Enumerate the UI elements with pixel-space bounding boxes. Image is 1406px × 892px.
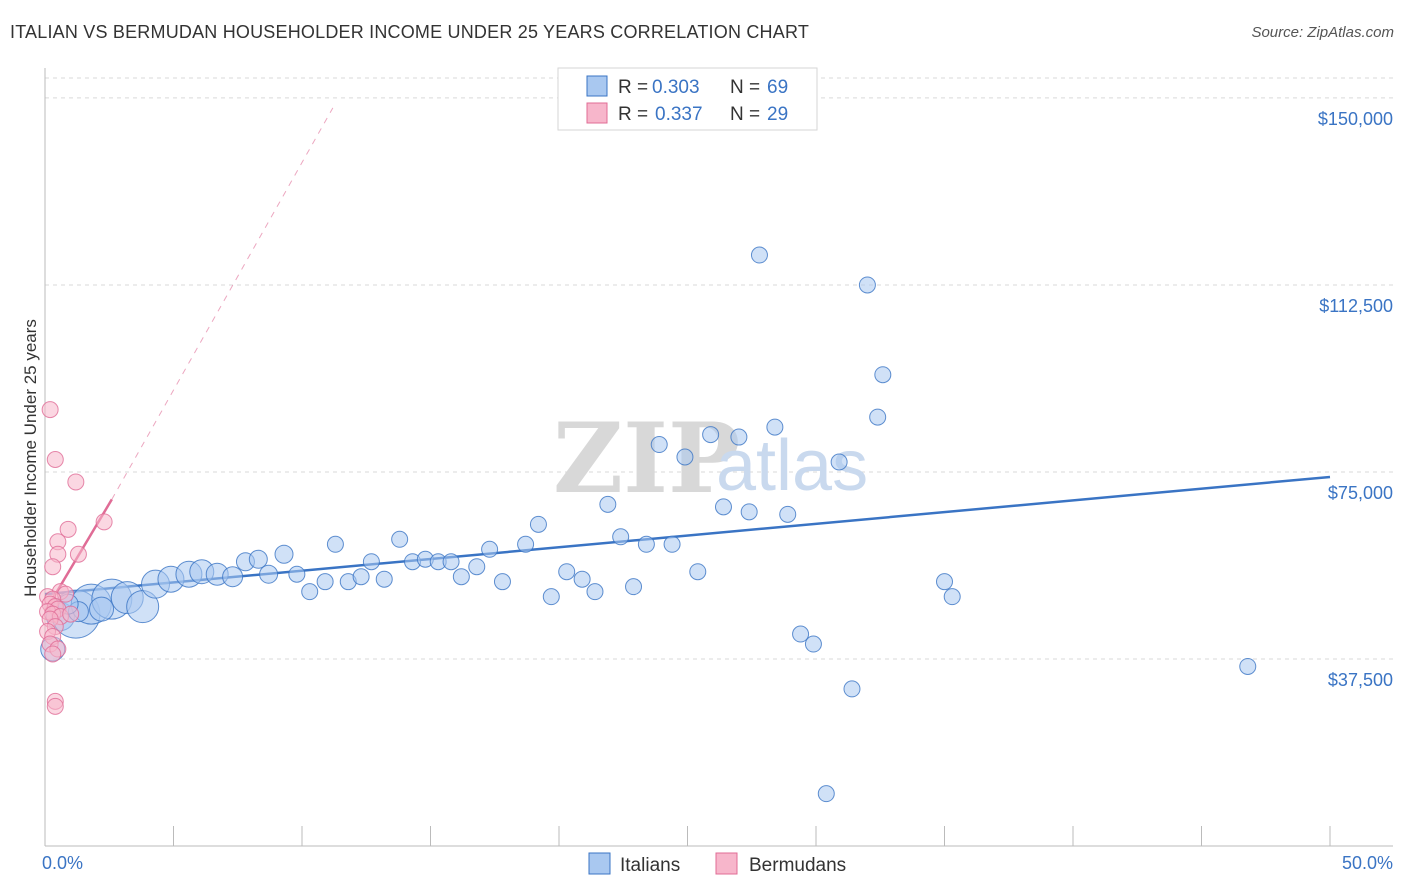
bermudans-point — [46, 697, 64, 715]
watermark-zip: ZIP — [553, 402, 740, 515]
y-axis-title: Householder Income Under 25 years — [21, 319, 40, 597]
bottom-legend: Italians Bermudans — [588, 852, 846, 876]
bermudans-point — [62, 605, 80, 623]
italians-point — [89, 596, 115, 622]
bottom-legend-italians: Italians — [620, 855, 680, 876]
italians-point — [689, 563, 707, 581]
source-label: Source: ZipAtlas.com — [1251, 24, 1394, 41]
legend-r-label-2: R = — [618, 104, 648, 125]
italians-point — [452, 568, 470, 586]
italians-point — [612, 528, 630, 546]
y-tick-label: $150,000 — [1318, 109, 1393, 129]
italians-point — [792, 625, 810, 643]
axes — [44, 68, 1393, 847]
italians-point — [779, 505, 797, 523]
italians-point — [558, 563, 576, 581]
italians-point — [637, 535, 655, 553]
italians-point — [650, 436, 668, 454]
y-tick-label: $112,500 — [1319, 296, 1393, 316]
italians-point — [288, 565, 306, 583]
legend-n-value-2: 29 — [767, 104, 788, 125]
bermudans-point — [69, 545, 87, 563]
y-tick-label: $37,500 — [1328, 670, 1393, 690]
italians-point — [936, 573, 953, 591]
italians-point — [542, 588, 560, 606]
italians-point — [676, 448, 694, 466]
bottom-legend-swatch-italians — [588, 852, 611, 875]
scatter-points — [39, 246, 1257, 803]
bermudans-point — [67, 473, 85, 491]
italians-point — [442, 553, 460, 571]
x-tick-label-max: 50.0% — [1342, 853, 1393, 873]
bermudans-point — [59, 520, 77, 538]
chart-title: ITALIAN VS BERMUDAN HOUSEHOLDER INCOME U… — [10, 22, 810, 42]
italians-point — [804, 635, 822, 653]
italians-point — [274, 544, 294, 564]
italians-point — [586, 583, 604, 601]
italians-point — [316, 573, 334, 591]
italians-point — [843, 680, 861, 698]
italians-point — [869, 408, 887, 426]
italians-point — [493, 573, 511, 591]
italians-point — [702, 426, 720, 444]
italians-point — [740, 503, 758, 521]
x-tick-label-min: 0.0% — [42, 853, 83, 873]
italians-point — [766, 418, 784, 436]
italians-point — [529, 515, 547, 533]
legend-swatch-bermudans — [586, 102, 608, 124]
italians-point — [362, 553, 380, 571]
legend-r-label-1: R = — [618, 77, 648, 98]
grid-lines — [45, 77, 1393, 660]
legend: R = 0.303 N = 69 R = 0.337 N = 29 — [557, 67, 818, 131]
italians-point — [599, 495, 617, 513]
italians-point — [943, 588, 961, 606]
legend-r-value-2: 0.337 — [655, 104, 703, 125]
legend-r-value-1: 0.303 — [652, 77, 700, 98]
italians-point — [301, 583, 319, 601]
italians-point — [573, 570, 591, 588]
bottom-legend-swatch-bermudans — [715, 852, 738, 875]
italians-point — [663, 535, 681, 553]
legend-swatch-italians — [586, 75, 608, 97]
italians-point — [817, 785, 835, 803]
italians-point — [222, 566, 244, 588]
watermark: ZIP atlas — [553, 402, 868, 515]
bermudans-point — [46, 451, 64, 468]
legend-n-label-1: N = — [730, 77, 760, 98]
bermudans-trend-extension — [111, 107, 334, 500]
y-tick-label: $75,000 — [1328, 483, 1393, 503]
bermudans-point — [44, 645, 62, 663]
italians-point — [326, 535, 344, 553]
italians-point — [375, 570, 393, 588]
legend-n-label-2: N = — [730, 104, 760, 125]
italians-point — [259, 564, 279, 584]
italians-point — [517, 535, 535, 553]
italians-point — [714, 498, 732, 516]
y-tick-labels: $37,500 $75,000 $112,500 $150,000 — [1318, 109, 1393, 690]
bermudans-point — [41, 401, 59, 419]
italians-point — [730, 428, 748, 446]
italians-point — [352, 568, 370, 586]
legend-n-value-1: 69 — [767, 77, 788, 98]
trend-lines — [43, 107, 1331, 613]
italians-point — [750, 246, 768, 264]
x-tick-labels: 0.0% 50.0% — [42, 853, 1393, 873]
italians-point — [625, 578, 643, 596]
italians-point — [391, 530, 409, 548]
italians-point — [248, 549, 268, 569]
italians-point — [830, 453, 848, 471]
italians-point — [468, 558, 486, 576]
bermudans-point — [95, 513, 113, 531]
italians-point — [874, 366, 892, 384]
italians-point — [1239, 657, 1257, 675]
italians-point — [481, 540, 499, 558]
bottom-legend-bermudans: Bermudans — [749, 855, 846, 876]
italians-point — [858, 276, 876, 294]
bermudans-point — [44, 558, 62, 576]
